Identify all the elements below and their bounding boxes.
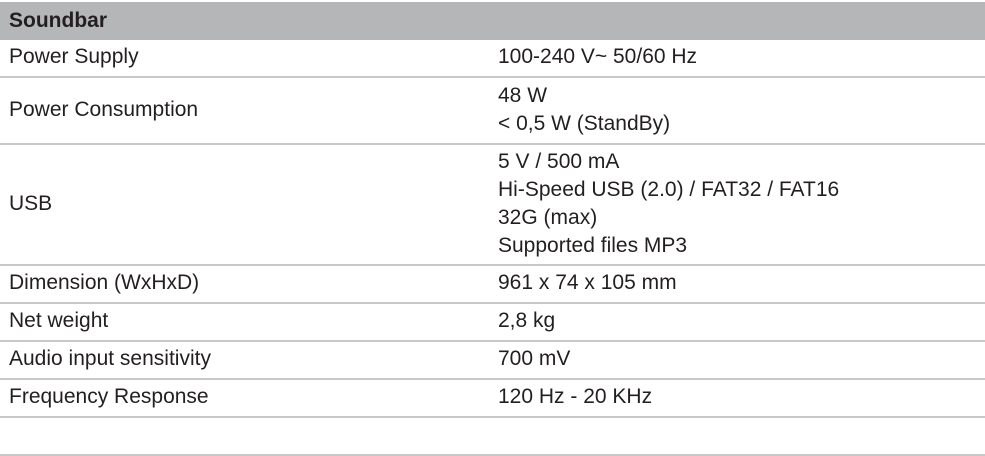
table-header: Soundbar [0,2,985,40]
spec-label: Audio input sensitivity [9,347,211,370]
spec-value: 2,8 kg [498,308,555,336]
table-title: Soundbar [9,9,107,32]
table-row: Power Consumption 48 W < 0,5 W (StandBy) [0,78,985,145]
spec-label: Net weight [9,309,109,332]
spec-value-line: 961 x 74 x 105 mm [498,271,677,294]
spec-value: 700 mV [498,346,570,374]
spec-value: 100-240 V~ 50/60 Hz [498,44,697,72]
spec-value: 120 Hz - 20 KHz [498,384,652,412]
table-row: Power Supply 100-240 V~ 50/60 Hz [0,40,985,78]
table-row [0,418,985,456]
spec-value-line: 120 Hz - 20 KHz [498,385,653,408]
table-row: Frequency Response 120 Hz - 20 KHz [0,380,985,418]
spec-value-line: < 0,5 W (StandBy) [498,111,671,135]
spec-label: Frequency Response [9,385,209,408]
table-row: Net weight 2,8 kg [0,304,985,342]
spec-value-line: 48 W [498,83,548,107]
table-row: Dimension (WxHxD) 961 x 74 x 105 mm [0,266,985,304]
spec-value-line: Hi-Speed USB (2.0) / FAT32 / FAT16 [498,177,840,201]
spec-label: USB [9,191,53,215]
spec-value-line: 100-240 V~ 50/60 Hz [498,45,698,68]
spec-label: Dimension (WxHxD) [9,271,200,294]
table-row: Audio input sensitivity 700 mV [0,342,985,380]
spec-value-line: 5 V / 500 mA [498,149,620,173]
spec-value-line: Supported files MP3 [498,233,688,257]
spec-value: 48 W < 0,5 W (StandBy) [498,83,670,139]
spec-value-line: 32G (max) [498,205,598,229]
spec-label: Power Consumption [9,97,199,121]
table-row: USB 5 V / 500 mA Hi-Speed USB (2.0) / FAT3… [0,145,985,266]
spec-value-line: 700 mV [498,347,571,370]
spec-value-line: 2,8 kg [498,309,556,332]
spec-value: 961 x 74 x 105 mm [498,270,677,298]
spec-value: 5 V / 500 mA Hi-Speed USB (2.0) / FAT32 /… [498,149,839,261]
spec-label: Power Supply [9,45,139,68]
